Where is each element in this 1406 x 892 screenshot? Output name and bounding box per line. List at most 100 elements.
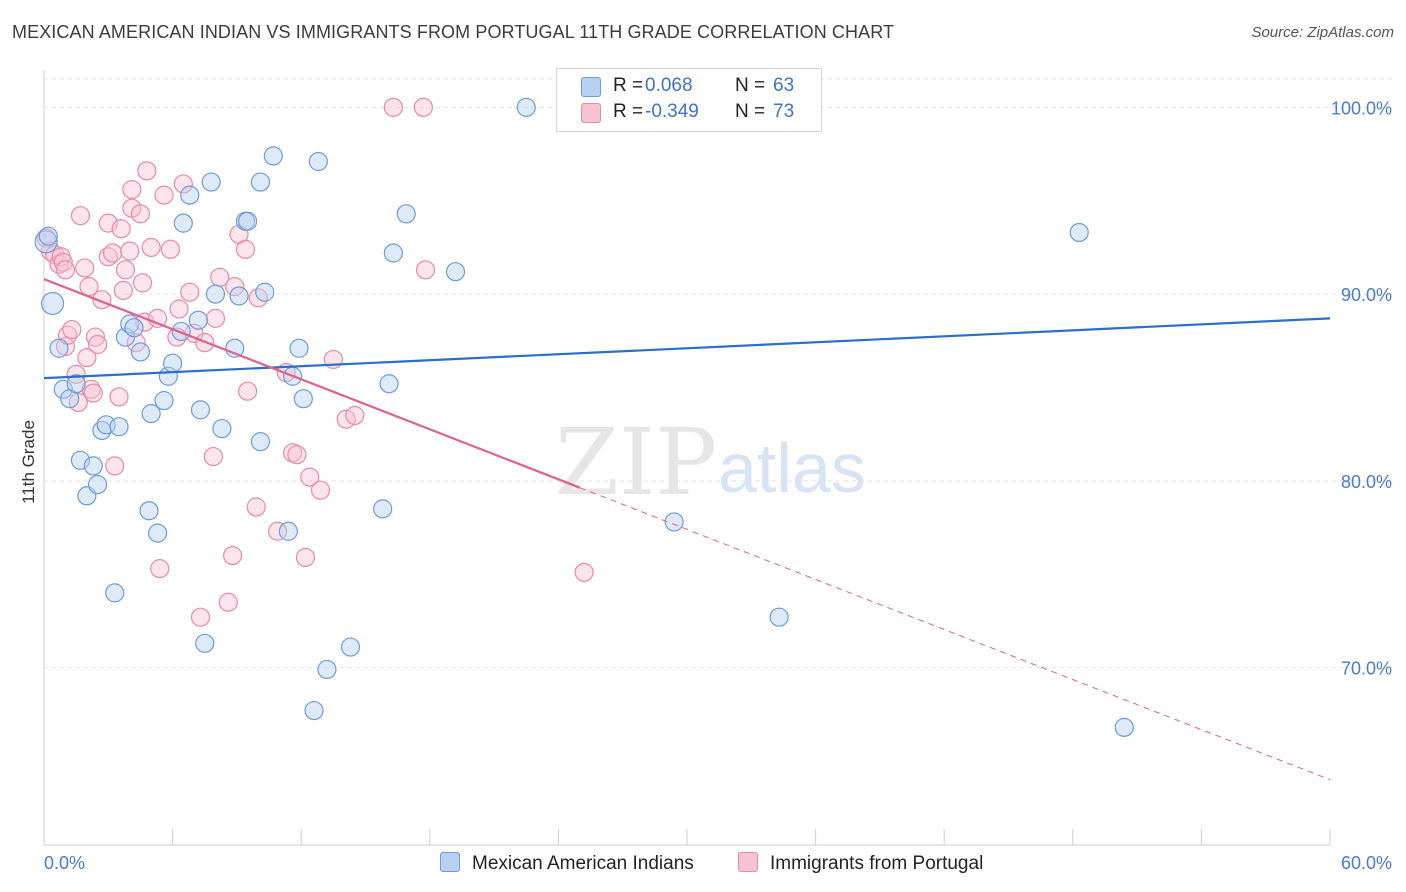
portugal-point [169, 299, 189, 319]
portugal-point [150, 559, 170, 579]
portugal-point [246, 497, 266, 517]
mexican-american-indian-point [664, 512, 684, 532]
legend-r-label: R = [613, 75, 644, 96]
mexican-american-indian-point [1114, 717, 1134, 737]
mexican-american-indian-point [516, 97, 536, 117]
mexican-american-indian-point [190, 400, 211, 420]
portugal-point [295, 547, 316, 568]
bottom-legend-immigrants-from-portugal: Immigrants from Portugal [738, 852, 983, 875]
legend-swatch-pink [581, 103, 601, 123]
portugal-point [55, 260, 76, 280]
legend-swatch-blue [581, 77, 601, 97]
portugal-point [154, 185, 174, 205]
portugal-point [115, 260, 136, 280]
trend-lines [43, 278, 1331, 781]
watermark: ZIP atlas [555, 409, 866, 516]
mexican-american-indian-point [317, 659, 337, 680]
portugal-point [383, 97, 403, 117]
portugal-point [310, 480, 331, 500]
mexican-american-indian-point [141, 404, 161, 424]
portugal-point [268, 521, 288, 541]
portugal-point [113, 280, 133, 300]
legend-n-value: 63 [773, 75, 795, 96]
y-tick-label: 70.0% [1341, 659, 1392, 679]
y-tick-label: 80.0% [1341, 472, 1392, 492]
portugal-point [132, 273, 153, 293]
mexican-american-indian-point [263, 146, 283, 166]
portugal-point [160, 239, 181, 259]
mexican-american-indian-point [109, 417, 129, 437]
series-immigrants-from-portugal [36, 97, 594, 627]
y-axis-label: 11th Grade [19, 420, 38, 504]
mexican-american-indian-point [130, 342, 151, 362]
mexican-american-indian-point [188, 310, 208, 330]
portugal-trend-line [43, 278, 581, 489]
mexican-american-indian-point [445, 262, 466, 282]
mexican-american-indian-point [250, 432, 271, 452]
axes [43, 70, 1331, 846]
mexican-american-indian-point [87, 474, 108, 495]
bottom-legend-swatch-pink [738, 852, 758, 872]
mexican-american-indian-point [205, 284, 226, 304]
legend-r-label: R = [613, 101, 644, 122]
mexican-american-indian-point [255, 282, 275, 302]
mexican-american-indian-point [34, 230, 58, 254]
portugal-point [105, 456, 125, 476]
bottom-legend-swatch-blue [440, 852, 460, 872]
portugal-point [225, 277, 245, 297]
mexican-american-indian-point [383, 243, 403, 263]
mexican-american-indian-point [154, 390, 174, 411]
portugal-trend-extension [579, 487, 1331, 781]
mexican-american-indian-point [139, 501, 159, 521]
portugal-point [415, 260, 436, 280]
portugal-point [574, 562, 594, 582]
mexican-american-indian-trend-line [43, 317, 1331, 380]
portugal-point [147, 308, 168, 328]
mexican-american-indian-point [38, 226, 58, 246]
mexican-american-indian-point [195, 633, 215, 653]
mexican-american-indian-point [304, 700, 324, 721]
series-mexican-american-indians [34, 97, 1134, 737]
portugal-point [413, 97, 433, 117]
mexican-american-indian-point [49, 338, 69, 358]
portugal-point [218, 592, 238, 612]
bottom-legend-label-pink: Immigrants from Portugal [770, 853, 984, 874]
mexican-american-indian-point [373, 499, 393, 519]
portugal-point [300, 467, 320, 487]
mexican-american-indian-point [308, 151, 328, 172]
portugal-point [235, 239, 256, 259]
legend-n-label: N = [735, 75, 766, 96]
mexican-american-indian-point [293, 389, 313, 409]
portugal-point [173, 174, 193, 194]
mexican-american-indian-point [124, 318, 144, 338]
portugal-point [122, 179, 142, 200]
mexican-american-indian-point [105, 583, 125, 603]
portugal-point [180, 282, 200, 302]
bottom-legend-label-blue: Mexican American Indians [472, 853, 694, 874]
y-tick-label: 90.0% [1341, 285, 1392, 305]
portugal-point [62, 319, 82, 340]
legend-r-value: -0.349 [645, 101, 699, 122]
portugal-point [109, 387, 129, 407]
portugal-point [85, 327, 106, 347]
watermark-atlas: atlas [718, 429, 866, 507]
mexican-american-indian-point [289, 338, 309, 358]
portugal-point [141, 237, 161, 258]
mexican-american-indian-point [66, 374, 86, 394]
legend-n-label: N = [735, 101, 766, 122]
legend-n-value: 73 [773, 101, 795, 122]
mexican-american-indian-point [180, 185, 200, 205]
mexican-american-indian-point [238, 211, 258, 231]
mexican-american-indian-point [769, 607, 789, 627]
mexican-american-indian-point [173, 213, 193, 233]
x-tick-min: 0.0% [44, 853, 85, 873]
mexican-american-indian-point [201, 172, 221, 192]
y-tick-labels: 70.0% 80.0% 90.0% 100.0% [1331, 98, 1392, 678]
portugal-point [190, 607, 211, 627]
portugal-point [75, 258, 95, 278]
portugal-point [223, 545, 243, 566]
y-tick-label: 100.0% [1331, 98, 1392, 118]
mexican-american-indian-point [147, 523, 168, 543]
portugal-point [70, 206, 91, 226]
